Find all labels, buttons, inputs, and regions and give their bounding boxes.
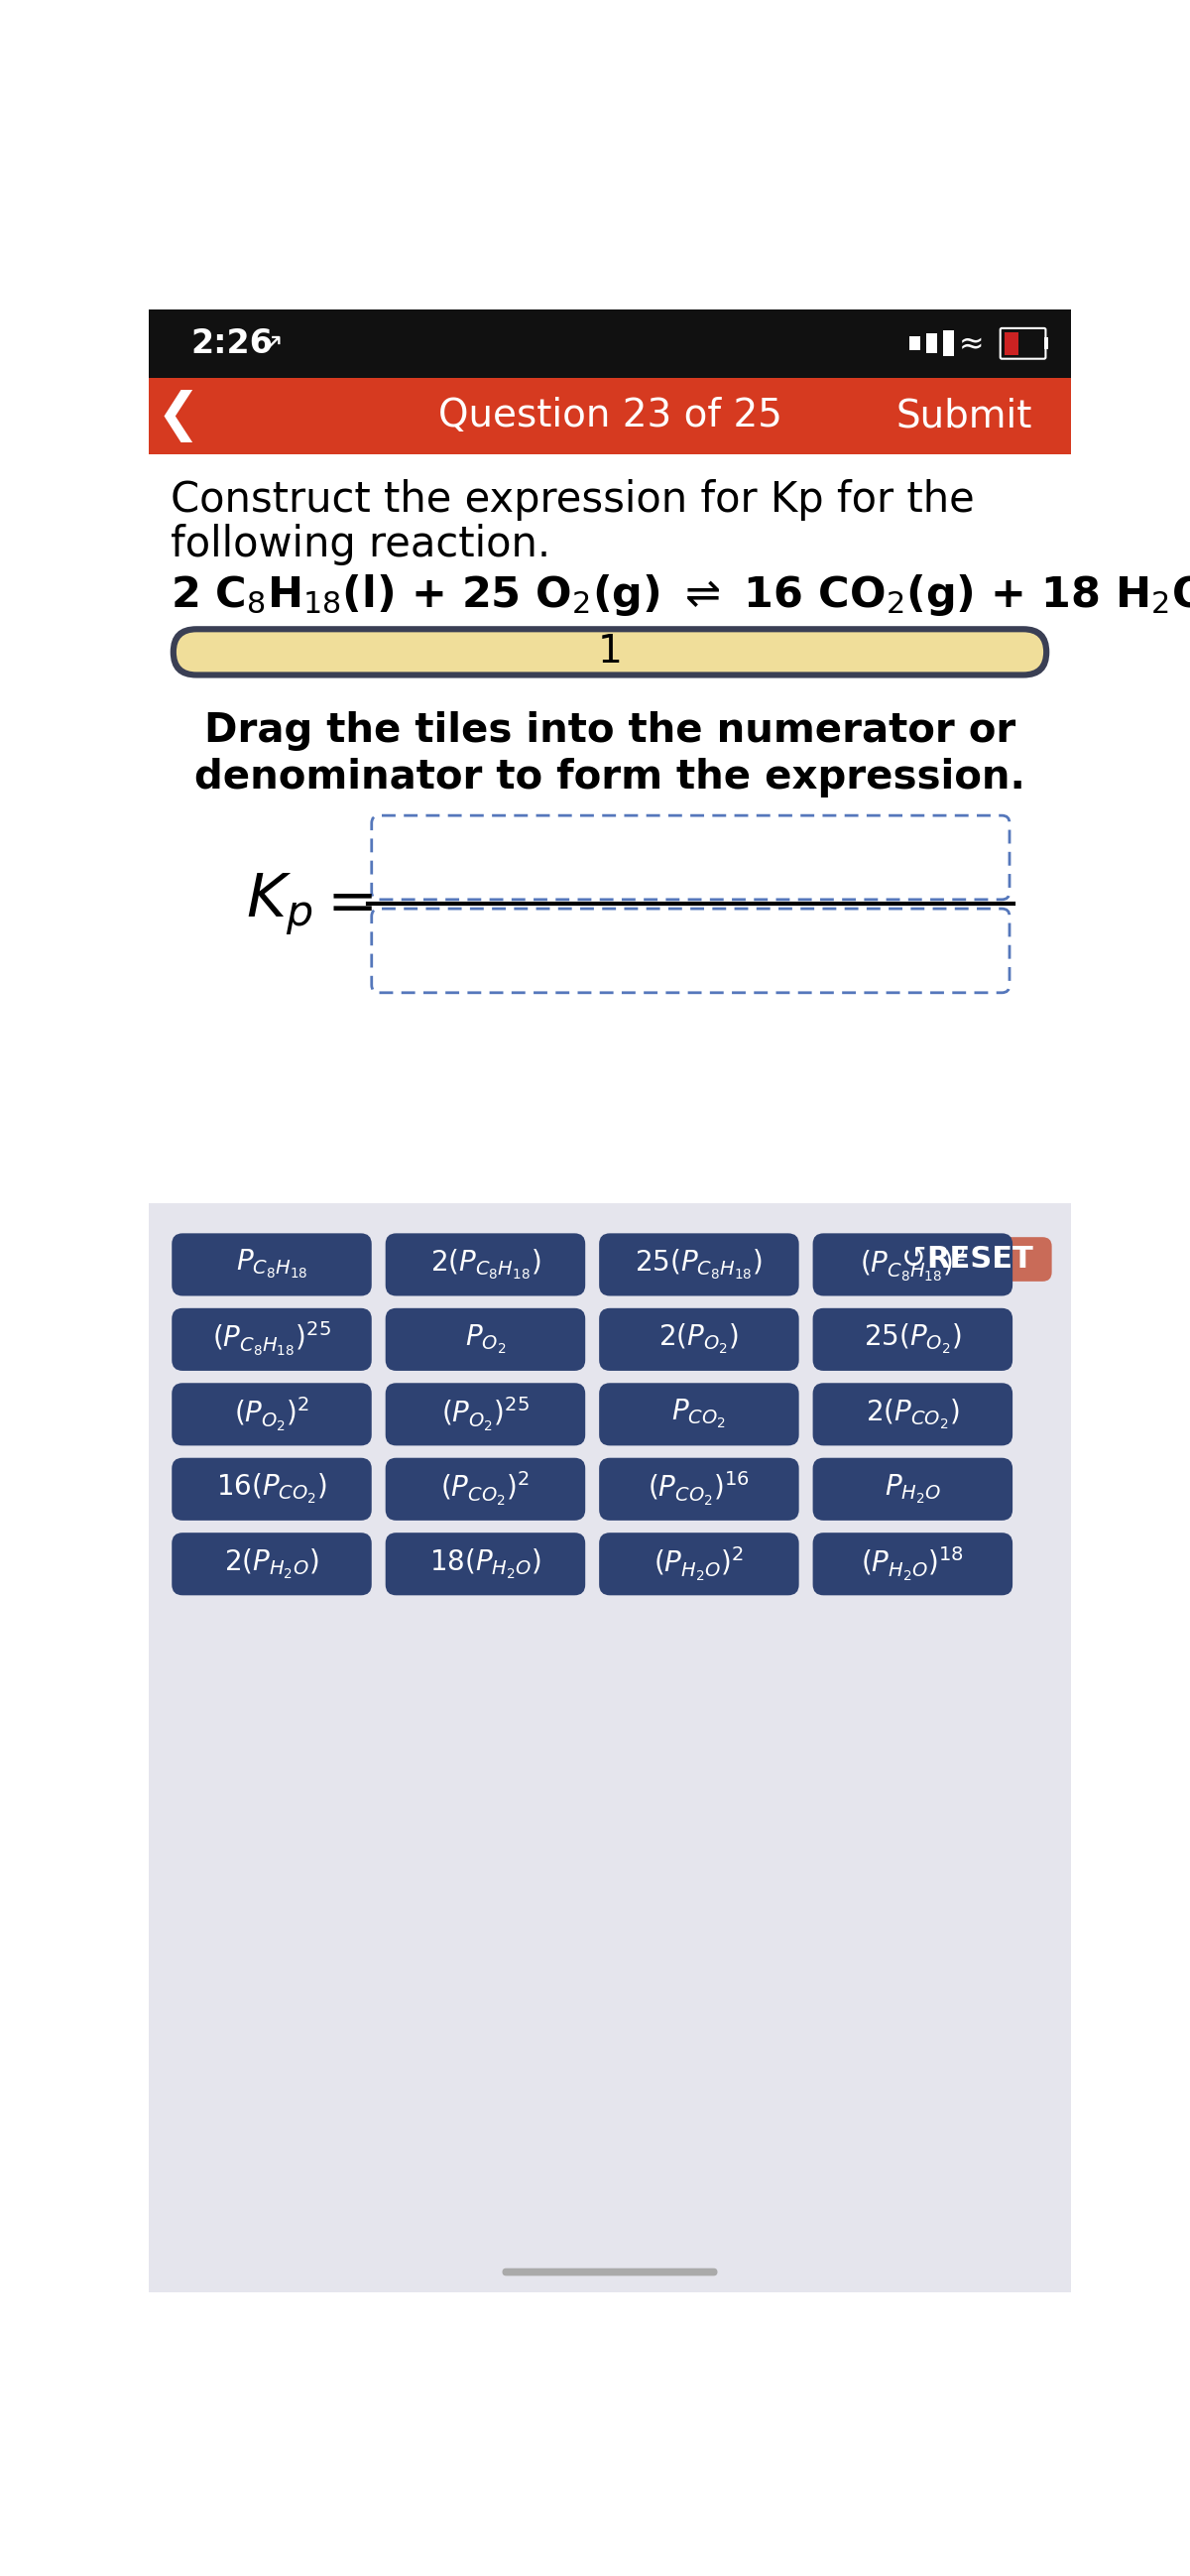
Text: $(P_{H_2O})^2$: $(P_{H_2O})^2$: [654, 1546, 744, 1582]
Text: $(P_{CO_2})^2$: $(P_{CO_2})^2$: [440, 1471, 530, 1507]
FancyBboxPatch shape: [170, 626, 1050, 677]
FancyBboxPatch shape: [813, 1309, 1013, 1370]
Text: Question 23 of 25: Question 23 of 25: [438, 397, 782, 435]
FancyBboxPatch shape: [171, 1383, 371, 1445]
FancyBboxPatch shape: [171, 1234, 371, 1296]
FancyBboxPatch shape: [371, 909, 1009, 992]
Text: $25(P_{O_2})$: $25(P_{O_2})$: [864, 1321, 962, 1358]
Bar: [944, 330, 954, 355]
Text: ≈: ≈: [958, 330, 984, 361]
Bar: [909, 337, 920, 350]
Bar: [927, 332, 938, 353]
FancyBboxPatch shape: [176, 631, 1044, 672]
Text: $(P_{H_2O})^{18}$: $(P_{H_2O})^{18}$: [862, 1546, 964, 1582]
FancyBboxPatch shape: [813, 1234, 1013, 1296]
Text: $K_p$: $K_p$: [246, 871, 313, 938]
FancyBboxPatch shape: [813, 1458, 1013, 1520]
Bar: [149, 453, 1071, 1203]
Text: $(P_{O_2})^{25}$: $(P_{O_2})^{25}$: [441, 1396, 530, 1432]
FancyBboxPatch shape: [386, 1383, 585, 1445]
FancyBboxPatch shape: [890, 1236, 1052, 1280]
FancyBboxPatch shape: [813, 1533, 1013, 1595]
FancyBboxPatch shape: [171, 1309, 371, 1370]
Bar: [1044, 337, 1048, 350]
Text: $P_{CO_2}$: $P_{CO_2}$: [672, 1399, 726, 1430]
Text: $2(P_{CO_2})$: $2(P_{CO_2})$: [866, 1396, 959, 1432]
FancyBboxPatch shape: [599, 1234, 798, 1296]
FancyBboxPatch shape: [599, 1309, 798, 1370]
Bar: [149, 379, 1071, 453]
Text: 1: 1: [597, 634, 622, 670]
FancyBboxPatch shape: [599, 1533, 798, 1595]
Text: Drag the tiles into the numerator or: Drag the tiles into the numerator or: [205, 711, 1015, 752]
FancyBboxPatch shape: [371, 817, 1009, 899]
Text: $P_{C_8H_{18}}$: $P_{C_8H_{18}}$: [236, 1249, 308, 1280]
FancyBboxPatch shape: [502, 2269, 718, 2275]
Text: $(P_{O_2})^2$: $(P_{O_2})^2$: [234, 1396, 309, 1432]
Text: $2(P_{H_2O})$: $2(P_{H_2O})$: [225, 1548, 319, 1582]
FancyBboxPatch shape: [171, 1458, 371, 1520]
Text: RESET: RESET: [927, 1244, 1034, 1273]
Text: $(P_{C_8H_{18}})^{25}$: $(P_{C_8H_{18}})^{25}$: [212, 1321, 331, 1358]
FancyBboxPatch shape: [386, 1458, 585, 1520]
Text: $P_{H_2O}$: $P_{H_2O}$: [884, 1473, 941, 1504]
Text: 2 C$_8$H$_{18}$(l) + 25 O$_2$(g) $\rightleftharpoons$ 16 CO$_2$(g) + 18 H$_2$O(l: 2 C$_8$H$_{18}$(l) + 25 O$_2$(g) $\right…: [170, 572, 1190, 618]
Text: $P_{O_2}$: $P_{O_2}$: [465, 1324, 506, 1355]
Text: denominator to form the expression.: denominator to form the expression.: [194, 757, 1026, 796]
Text: $2(P_{O_2})$: $2(P_{O_2})$: [659, 1321, 739, 1358]
Bar: [1004, 332, 1017, 355]
Text: $(P_{C_8H_{18}})^2$: $(P_{C_8H_{18}})^2$: [859, 1247, 966, 1283]
Text: ❮: ❮: [156, 389, 200, 443]
Text: $(P_{CO_2})^{16}$: $(P_{CO_2})^{16}$: [647, 1471, 750, 1507]
Text: $2(P_{C_8H_{18}})$: $2(P_{C_8H_{18}})$: [430, 1247, 540, 1280]
FancyBboxPatch shape: [386, 1234, 585, 1296]
FancyBboxPatch shape: [599, 1458, 798, 1520]
FancyBboxPatch shape: [813, 1383, 1013, 1445]
Text: ↺: ↺: [901, 1244, 926, 1273]
FancyBboxPatch shape: [599, 1383, 798, 1445]
Text: 2:26: 2:26: [192, 327, 274, 361]
Text: $16(P_{CO_2})$: $16(P_{CO_2})$: [217, 1473, 327, 1507]
FancyBboxPatch shape: [171, 1533, 371, 1595]
Bar: [149, 309, 1071, 379]
Text: following reaction.: following reaction.: [170, 523, 550, 564]
FancyBboxPatch shape: [386, 1309, 585, 1370]
Text: =: =: [327, 876, 378, 933]
Text: $25(P_{C_8H_{18}})$: $25(P_{C_8H_{18}})$: [635, 1247, 763, 1280]
Bar: [149, 1203, 1071, 2293]
Text: $18(P_{H_2O})$: $18(P_{H_2O})$: [430, 1548, 541, 1582]
Text: Construct the expression for Kp for the: Construct the expression for Kp for the: [170, 479, 975, 520]
Text: ↗: ↗: [261, 330, 283, 358]
FancyBboxPatch shape: [386, 1533, 585, 1595]
FancyBboxPatch shape: [1001, 327, 1046, 358]
Text: Submit: Submit: [896, 397, 1033, 435]
